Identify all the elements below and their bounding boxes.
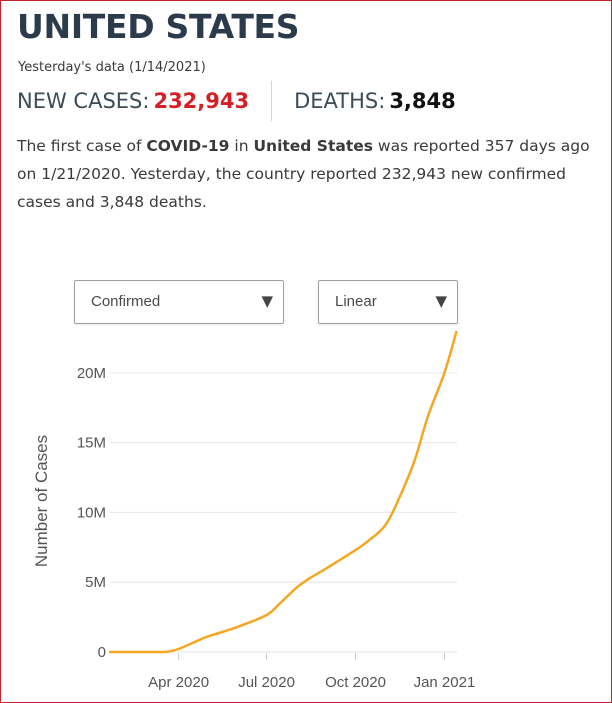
page-title: UNITED STATES [17,7,300,46]
confirmed-cases-line [108,331,458,654]
data-point [443,372,446,374]
cases-line-chart: 0 5M 10M 15M 20M Apr 2020 Jul 2020 Oct 2020 Jan … [32,331,475,691]
y-tick-label: 20M [77,365,106,382]
data-point [236,626,239,628]
x-tick-label: Jan 2021 [414,674,476,691]
deaths-value: 3,848 [389,89,456,113]
data-point [166,650,168,653]
summary-paragraph: The first case of COVID-19 in United Sta… [17,132,601,216]
y-tick-label: 10M [77,504,106,521]
data-point [109,651,111,653]
scale-dropdown-value: Linear [335,293,377,310]
metric-dropdown[interactable]: Confirmed ▼ [74,280,284,324]
stats-divider [271,81,273,121]
new-cases-label: NEW CASES: [17,89,150,113]
y-tick-label: 15M [77,435,106,452]
data-point [384,524,387,526]
summary-text-1: The first case of [17,137,147,155]
data-point [398,497,400,500]
data-point [413,459,416,462]
y-tick-label: 0 [98,644,106,661]
disease-name: COVID-19 [146,137,230,155]
chart-axes: 0 5M 10M 15M 20M Apr 2020 Jul 2020 Oct 2020 Jan … [77,365,475,691]
data-point [368,539,370,542]
y-axis-label: Number of Cases [32,435,51,567]
data-point [196,640,198,642]
caret-down-icon: ▼ [261,292,273,310]
data-point [295,586,298,589]
deaths-label: DEATHS: [294,89,386,113]
chart-gridlines [110,372,457,653]
data-point [206,635,209,638]
data-point [427,415,429,417]
data-point [354,549,357,551]
data-point [309,577,311,579]
data-point [279,602,281,605]
data-point [325,567,328,570]
new-cases-value: 232,943 [153,89,250,113]
country-name: United States [253,137,373,155]
new-cases-stat: NEW CASES: 232,943 [17,89,249,113]
x-tick-label: Apr 2020 [148,674,209,691]
x-tick-label: Jul 2020 [238,674,295,691]
y-tick-label: 5M [85,574,106,591]
data-point [265,614,268,616]
x-tick-label: Oct 2020 [325,674,386,691]
scale-dropdown[interactable]: Linear ▼ [318,280,458,324]
stats-row: NEW CASES: 232,943 DEATHS: 3,848 [17,81,456,121]
data-date-subtitle: Yesterday's data (1/14/2021) [18,60,206,75]
summary-text-3: was reported 357 days ago on 1/21/2020. … [17,137,590,211]
caret-down-icon: ▼ [435,292,447,310]
data-point [177,648,180,650]
summary-text-2: in [229,137,254,155]
chart-series [108,331,458,654]
metric-dropdown-value: Confirmed [91,293,161,310]
deaths-stat: DEATHS: 3,848 [294,89,456,113]
data-point [147,651,150,653]
